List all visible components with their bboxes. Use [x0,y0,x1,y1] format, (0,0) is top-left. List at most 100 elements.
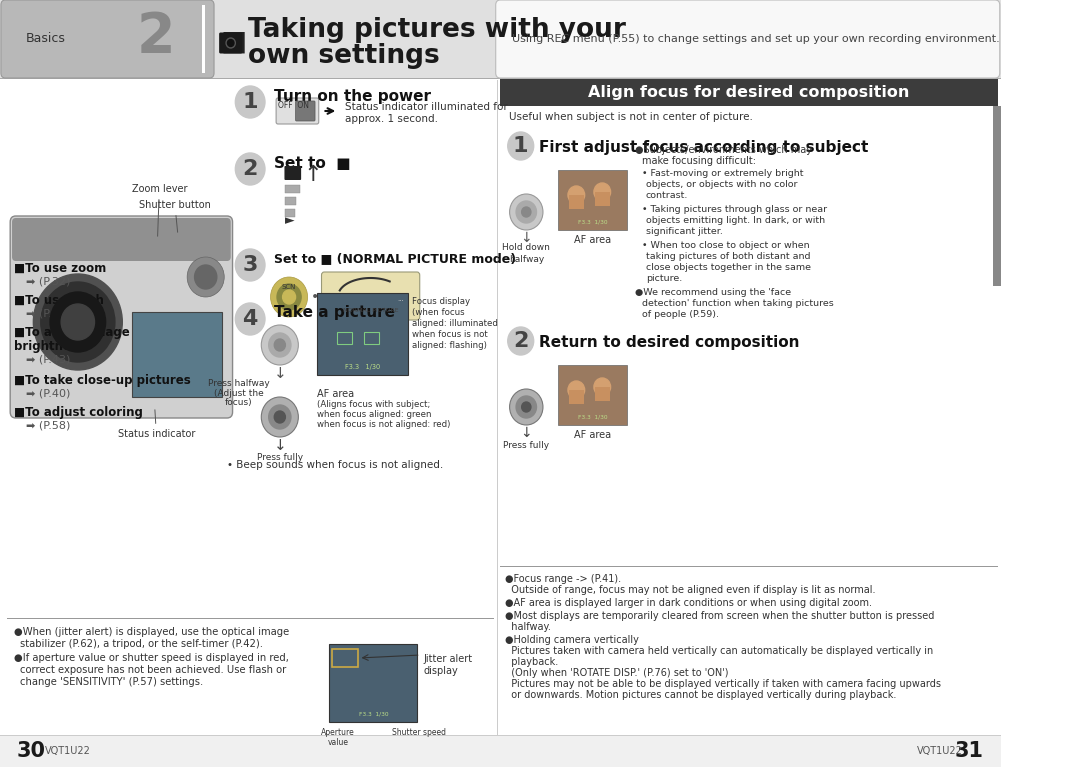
Text: ...: ... [397,296,404,302]
Text: playback.: playback. [505,657,558,667]
Text: ●When (jitter alert) is displayed, use the optical image: ●When (jitter alert) is displayed, use t… [14,627,289,637]
Circle shape [568,381,584,399]
FancyBboxPatch shape [276,98,319,124]
Text: Press fully: Press fully [503,440,550,449]
Circle shape [516,201,537,223]
Bar [0,0,1001,78]
Text: Set to ■ (NORMAL PICTURE mode): Set to ■ (NORMAL PICTURE mode) [274,252,516,265]
Text: value: value [327,738,349,747]
Bar [132,312,222,397]
Text: close objects together in the same: close objects together in the same [646,263,811,272]
Text: 4: 4 [243,309,258,329]
Text: AF area: AF area [316,389,354,399]
Text: (Adjust the: (Adjust the [214,389,264,397]
Text: halfway.: halfway. [505,622,551,632]
FancyBboxPatch shape [219,32,242,54]
Text: ►: ► [285,215,295,228]
Text: objects emitting light. In dark, or with: objects emitting light. In dark, or with [646,216,825,225]
Bar [285,197,297,205]
Circle shape [187,257,225,297]
FancyBboxPatch shape [12,218,231,261]
Text: correct exposure has not been achieved. Use flash or: correct exposure has not been achieved. … [21,665,286,675]
Text: • Beep sounds when focus is not aligned.: • Beep sounds when focus is not aligned. [227,460,443,470]
Text: F3.3   1/30: F3.3 1/30 [345,364,380,370]
Text: Taking pictures with your: Taking pictures with your [248,17,626,43]
Text: of people (P.59).: of people (P.59). [643,310,719,319]
Text: when focus is not: when focus is not [413,330,488,339]
Circle shape [508,132,534,160]
Text: F3.3  1/30: F3.3 1/30 [578,219,607,225]
Text: Basics: Basics [26,32,66,45]
Text: stabilizer (P.62), a tripod, or the self-timer (P.42).: stabilizer (P.62), a tripod, or the self… [21,639,264,649]
FancyBboxPatch shape [10,216,232,418]
Text: ■To use flash: ■To use flash [14,294,104,307]
Bar [364,332,379,344]
Text: Shutter button: Shutter button [139,200,211,232]
Bar [497,80,498,737]
Text: Set to  ■: Set to ■ [274,156,351,170]
Text: detection' function when taking pictures: detection' function when taking pictures [643,299,834,308]
Circle shape [283,290,296,304]
Text: Focus display: Focus display [413,297,471,306]
Text: • When too close to object or when: • When too close to object or when [643,241,810,250]
Text: ●Most displays are temporarily cleared from screen when the shutter button is pr: ●Most displays are temporarily cleared f… [505,611,934,621]
Circle shape [62,304,95,340]
Bar [226,49,233,53]
FancyBboxPatch shape [496,0,1000,78]
Text: ↓: ↓ [273,366,286,380]
Bar [595,387,610,401]
Circle shape [235,303,265,335]
Circle shape [228,39,234,47]
Circle shape [50,292,106,352]
Text: ■: ■ [220,28,246,56]
Text: Status indicator illuminated for: Status indicator illuminated for [345,102,508,112]
Bar [329,644,417,722]
Text: ■To use zoom: ■To use zoom [14,262,106,275]
Bar [500,566,998,567]
Text: ■To take close-up pictures: ■To take close-up pictures [14,374,191,387]
Text: •: • [311,290,320,304]
Circle shape [278,284,301,310]
Text: Status indicator: Status indicator [118,410,195,439]
Bar [569,390,583,404]
Bar [569,195,583,209]
Text: ■To adjust coloring: ■To adjust coloring [14,406,143,419]
Text: Using REC menu (P.55) to change settings and set up your own recording environme: Using REC menu (P.55) to change settings… [512,34,1000,44]
Text: ■To adjust image: ■To adjust image [14,326,130,339]
Circle shape [594,378,610,396]
Text: ↓: ↓ [273,437,286,453]
Text: NORMAL PICTURE: NORMAL PICTURE [342,308,399,314]
Text: ➡ (P.38): ➡ (P.38) [26,308,70,318]
Bar [0,735,1001,767]
Text: ●We recommend using the 'face: ●We recommend using the 'face [635,288,791,297]
Bar [285,185,300,193]
Circle shape [33,274,122,370]
Text: ➡ (P.40): ➡ (P.40) [26,388,70,398]
Bar [202,5,205,73]
Text: (when focus: (when focus [413,308,465,317]
Text: significant jitter.: significant jitter. [646,227,723,236]
Text: 1: 1 [242,92,258,112]
Text: AF area: AF area [573,430,611,440]
Text: 2: 2 [513,331,528,351]
Text: 2: 2 [136,10,175,64]
Circle shape [235,153,265,185]
Bar [557,365,627,425]
Bar [500,79,998,106]
Text: ●Subjects/environments which may: ●Subjects/environments which may [635,145,812,155]
Text: ●Holding camera vertically: ●Holding camera vertically [505,635,639,645]
Text: objects, or objects with no color: objects, or objects with no color [646,180,797,189]
Bar [316,293,407,375]
Bar [8,618,494,619]
Text: change 'SENSITIVITY' (P.57) settings.: change 'SENSITIVITY' (P.57) settings. [21,677,204,687]
Text: when focus is not aligned: red): when focus is not aligned: red) [316,420,450,429]
Bar [285,209,295,217]
Circle shape [226,38,235,48]
FancyBboxPatch shape [284,166,301,180]
Text: contrast.: contrast. [646,191,688,200]
Text: taking pictures of both distant and: taking pictures of both distant and [646,252,810,261]
Text: Zoom lever: Zoom lever [132,184,187,236]
Circle shape [41,282,114,362]
Text: aligned: illuminated: aligned: illuminated [413,319,498,328]
Text: (Aligns focus with subject;: (Aligns focus with subject; [316,400,430,409]
